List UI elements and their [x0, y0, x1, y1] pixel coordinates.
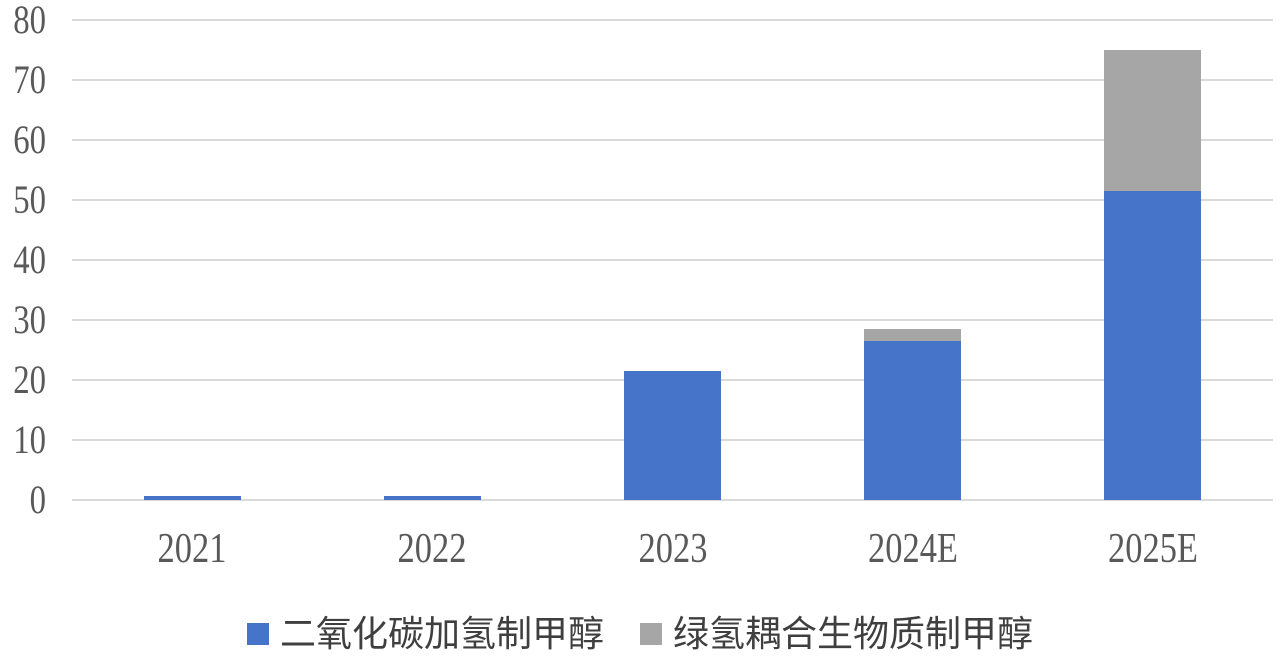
- gridline: [72, 499, 1273, 501]
- x-axis-tick-label: 2023: [638, 526, 708, 572]
- y-axis-tick-label: 80: [13, 0, 47, 42]
- gridline: [72, 139, 1273, 141]
- y-axis-tick-label: 0: [29, 477, 46, 522]
- bar-segment-2024E-series1: [864, 329, 961, 341]
- bar-segment-2025E-series0: [1104, 191, 1201, 500]
- legend-label: 二氧化碳加氢制甲醇: [279, 614, 604, 654]
- y-axis-tick-label: 60: [13, 117, 47, 162]
- bar-segment-2021-series0: [144, 496, 241, 500]
- gridline: [72, 319, 1273, 321]
- x-axis-tick-label: 2022: [397, 526, 467, 572]
- bar-segment-2023-series0: [624, 371, 721, 500]
- y-axis-tick-label: 50: [13, 177, 47, 222]
- legend-swatch-icon: [246, 623, 269, 645]
- x-axis-tick-label: 2021: [157, 526, 227, 572]
- bar-segment-2022-series0: [384, 496, 481, 500]
- bar-segment-2024E-series0: [864, 341, 961, 500]
- gridline: [72, 79, 1273, 81]
- y-axis-tick-label: 10: [13, 417, 47, 462]
- legend-item-series0: 二氧化碳加氢制甲醇: [246, 612, 604, 656]
- x-axis-tick-label: 2025E: [1108, 526, 1198, 572]
- y-axis-tick-label: 30: [13, 297, 47, 342]
- gridline: [72, 259, 1273, 261]
- gridline: [72, 19, 1273, 21]
- bar-segment-2025E-series1: [1104, 50, 1201, 191]
- legend-item-series1: 绿氢耦合生物质制甲醇: [640, 612, 1033, 656]
- legend-label: 绿氢耦合生物质制甲醇: [673, 614, 1034, 654]
- gridline: [72, 199, 1273, 201]
- x-axis-tick-label: 2024E: [868, 526, 958, 572]
- legend-swatch-icon: [640, 623, 662, 645]
- legend: 二氧化碳加氢制甲醇 绿氢耦合生物质制甲醇: [0, 612, 1280, 656]
- y-axis-tick-label: 70: [13, 57, 47, 102]
- y-axis-tick-label: 40: [13, 237, 47, 282]
- y-axis-tick-label: 20: [13, 357, 47, 402]
